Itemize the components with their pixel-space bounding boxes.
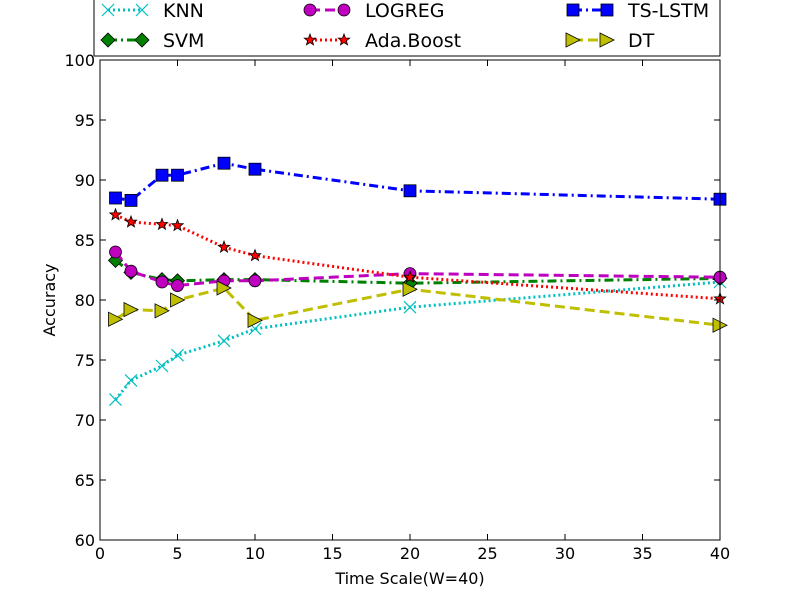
data-point-ts-lstm	[217, 156, 231, 170]
x-tick-label: 30	[555, 544, 575, 563]
legend-marker-ts-lstm	[566, 3, 580, 17]
y-tick-label: 95	[75, 111, 95, 130]
legend-marker-knn	[101, 3, 115, 17]
legend-label-ts-lstm: TS-LSTM	[627, 0, 709, 22]
legend-item-knn: KNN	[101, 0, 204, 22]
data-layer	[107, 156, 728, 407]
legend-item-svm: SVM	[100, 30, 204, 52]
y-tick-label: 65	[75, 471, 95, 490]
legend-marker-knn	[135, 3, 149, 17]
x-tick-label: 5	[172, 544, 182, 563]
series-line-knn	[114, 280, 721, 401]
series-knn	[109, 275, 727, 407]
data-point-knn	[124, 373, 138, 387]
legend-label-ada-boost: Ada.Boost	[365, 30, 461, 52]
data-point-dt	[247, 312, 263, 329]
data-point-dt	[216, 280, 232, 296]
data-point-ada-boost	[108, 207, 123, 221]
data-point-dt	[154, 303, 170, 319]
x-tick-label: 35	[632, 544, 652, 563]
x-tick-label: 20	[400, 544, 420, 563]
legend-marker-ada-boost	[303, 32, 317, 46]
series-line-ts-lstm	[115, 161, 721, 202]
data-point-ts-lstm	[109, 191, 122, 205]
legend-item-ts-lstm: TS-LSTM	[566, 0, 709, 22]
x-tick-label: 10	[245, 544, 265, 563]
y-tick-label: 100	[64, 51, 95, 70]
legend-marker-ts-lstm	[600, 3, 614, 17]
series-ada-boost	[108, 207, 727, 305]
legend-box	[93, 0, 721, 57]
legend-marker-svm	[100, 32, 116, 48]
legend-item-ada-boost: Ada.Boost	[303, 30, 461, 52]
data-point-dt	[108, 311, 124, 327]
y-axis-label: Accuracy	[40, 263, 59, 336]
x-tick-label: 0	[95, 544, 105, 563]
series-svm	[107, 252, 728, 291]
data-point-knn	[171, 348, 184, 362]
y-tick-label: 85	[75, 231, 95, 250]
data-point-ada-boost	[155, 217, 169, 231]
data-point-ada-boost	[170, 218, 185, 232]
y-tick-label: 80	[75, 291, 95, 310]
legend-item-dt: DT	[565, 30, 655, 52]
x-tick-label: 25	[477, 544, 497, 563]
y-tick-label: 75	[75, 351, 95, 370]
data-point-dt	[402, 281, 418, 297]
data-point-knn	[109, 393, 122, 407]
legend-marker-dt	[565, 32, 581, 48]
data-point-logreg	[109, 245, 122, 259]
x-axis-label: Time Scale(W=40)	[334, 569, 484, 588]
data-point-ts-lstm	[171, 168, 184, 182]
data-point-knn	[403, 300, 417, 314]
series-line-dt	[114, 286, 721, 327]
data-point-ts-lstm	[403, 184, 417, 198]
data-point-logreg	[171, 279, 184, 293]
x-tick-label: 15	[322, 544, 342, 563]
data-point-ada-boost	[403, 270, 417, 283]
data-point-knn	[217, 334, 231, 348]
data-point-dt	[170, 292, 186, 308]
legend-marker-logreg	[337, 3, 351, 17]
legend-marker-logreg	[303, 3, 317, 17]
legend-item-logreg: LOGREG	[303, 0, 445, 22]
data-point-ada-boost	[248, 248, 262, 262]
legend-label-knn: KNN	[163, 0, 204, 22]
data-point-knn	[155, 359, 169, 373]
legend-label-svm: SVM	[163, 30, 204, 52]
legend: KNN SVM LOGREG Ada.Boost TS-LSTM DT	[93, 0, 721, 57]
y-tick-label: 90	[75, 171, 95, 190]
data-point-logreg	[248, 274, 262, 288]
y-tick-label: 70	[75, 411, 95, 430]
axes-layer: 0 5 10 15 20 25 30 35 40 60 65 70 75 80 85 90 95 100	[64, 51, 730, 563]
data-point-ts-lstm	[155, 168, 169, 182]
series-ts-lstm	[109, 156, 727, 207]
series-dt	[108, 280, 728, 333]
data-point-ts-lstm	[248, 162, 262, 176]
series-line-svm	[114, 259, 721, 285]
legend-label-logreg: LOGREG	[365, 0, 445, 22]
legend-label-dt: DT	[628, 30, 655, 52]
x-tick-label: 40	[710, 544, 730, 563]
data-point-logreg	[124, 264, 138, 278]
legend-marker-ada-boost	[337, 32, 351, 46]
series-logreg	[109, 245, 727, 293]
data-point-dt	[123, 301, 139, 318]
data-point-ada-boost	[217, 240, 231, 253]
plot-frame	[99, 59, 721, 541]
legend-marker-dt	[599, 32, 615, 48]
y-tick-label: 60	[75, 531, 95, 550]
data-point-ada-boost	[124, 214, 138, 228]
data-point-ts-lstm	[124, 193, 138, 207]
data-point-logreg	[155, 275, 169, 289]
series-line-ada-boost	[114, 213, 721, 301]
legend-marker-svm	[134, 32, 150, 48]
